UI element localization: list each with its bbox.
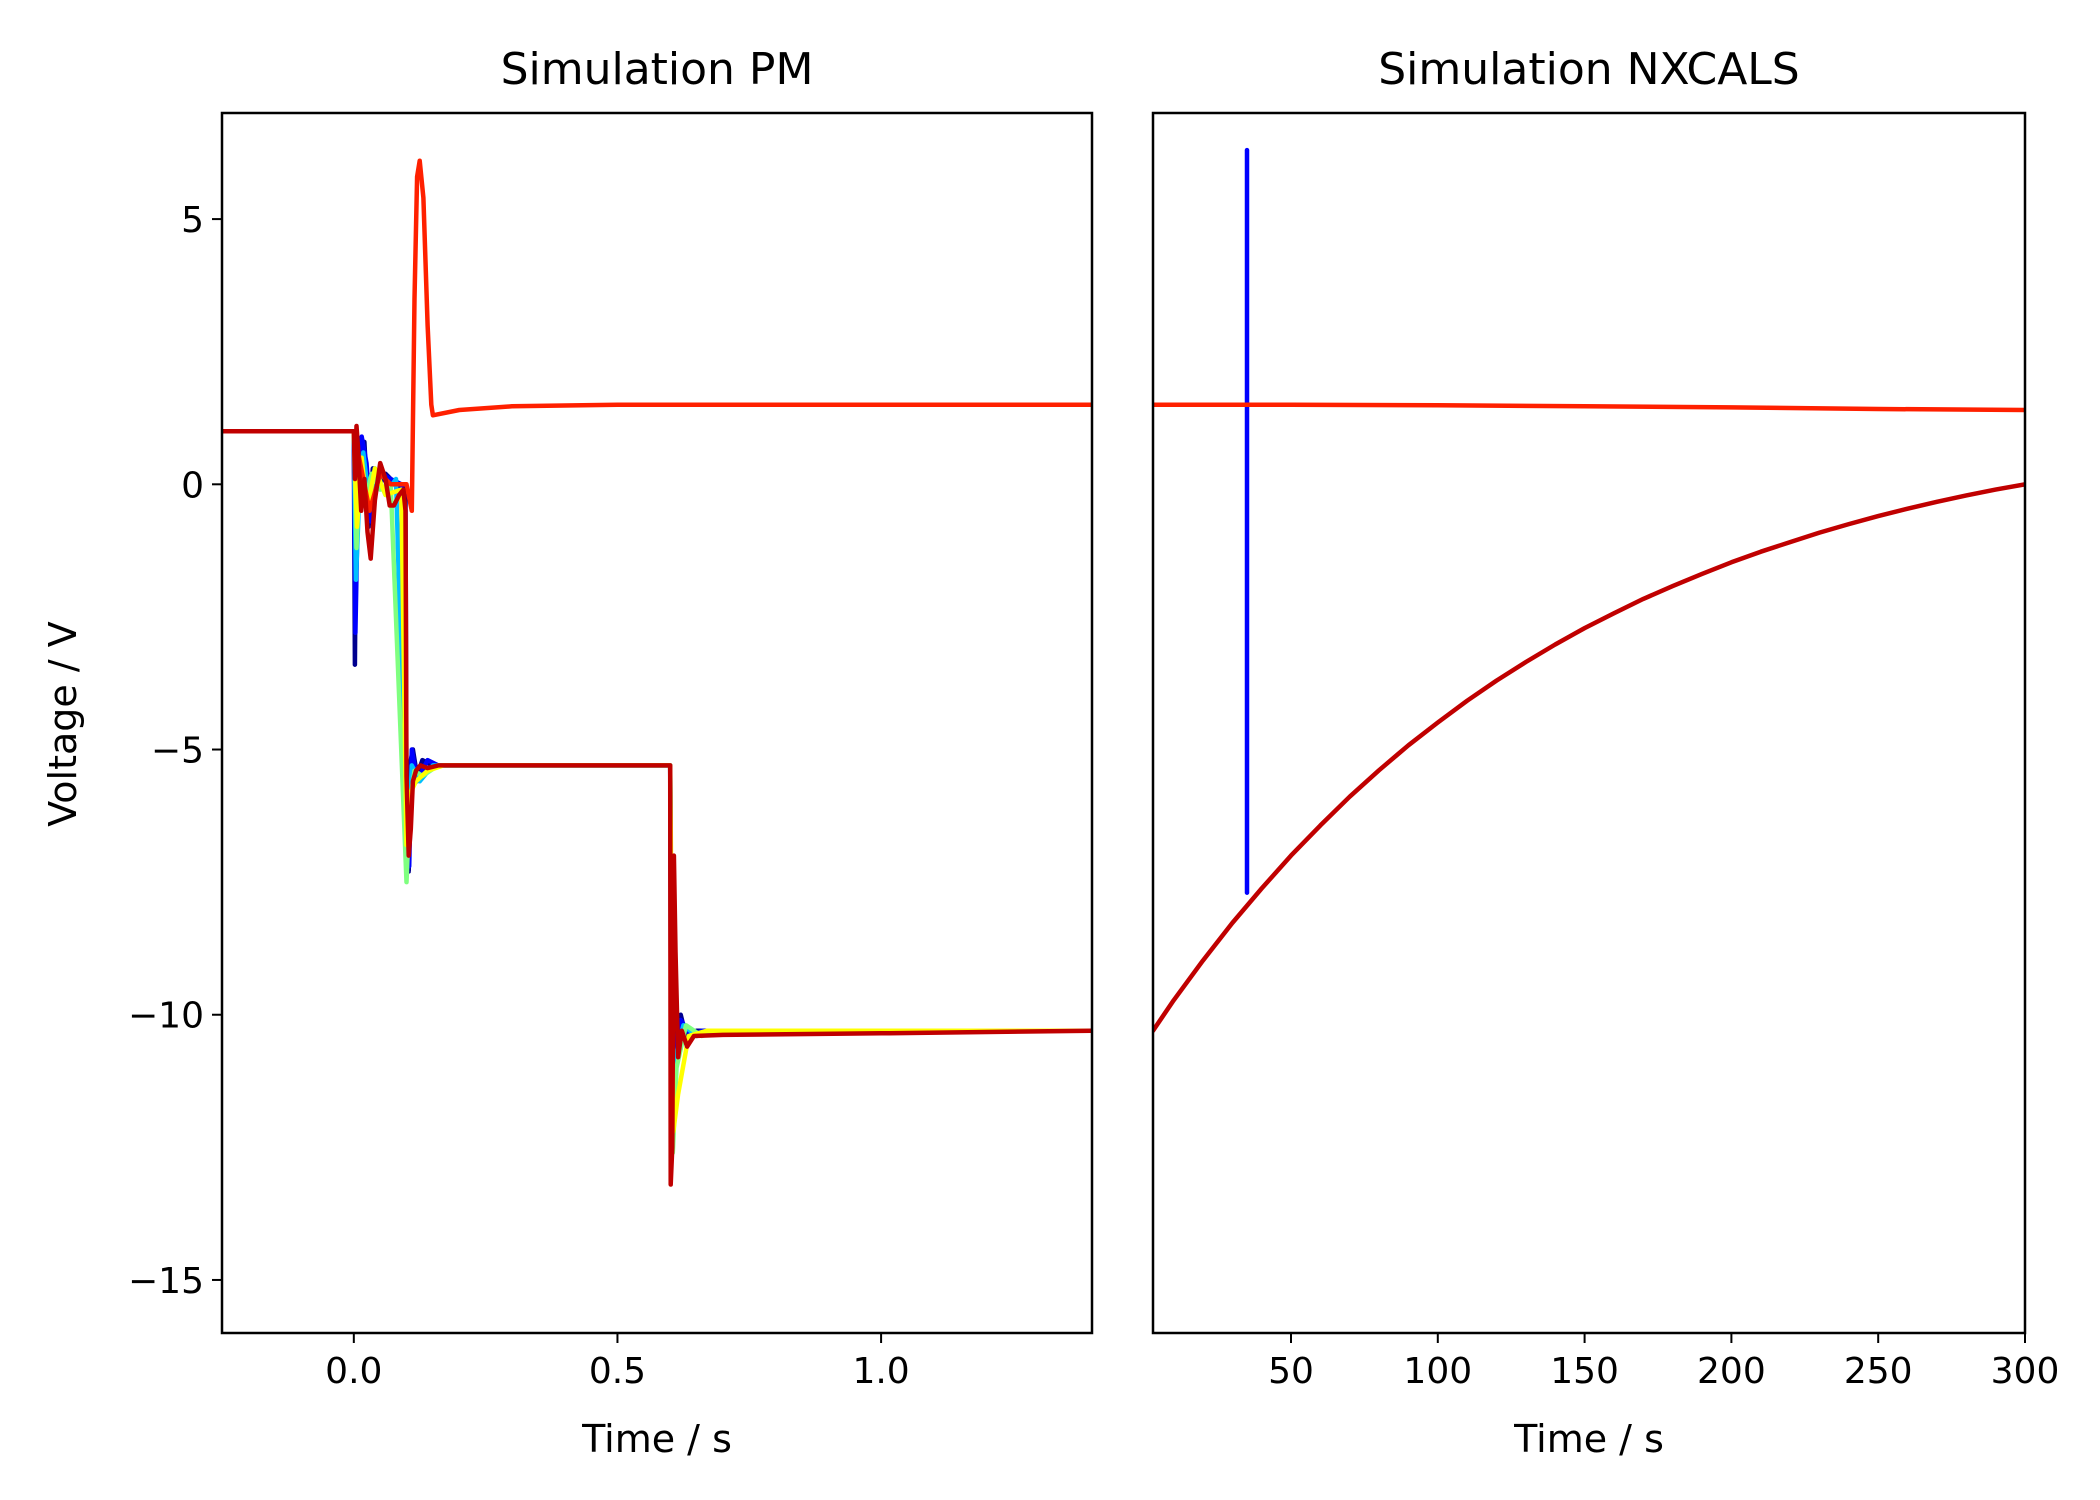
chart-panel-nxcals: Simulation NXCALS Time / s 50 100 150 200 25… [1151,44,2059,1461]
x-tick-label: 0.0 [325,1351,382,1392]
series-lines [1153,147,2025,1033]
axis-ticks: 0.0 0.5 1.0 −15 −10 −5 0 5 [128,200,910,1392]
x-tick-label: 300 [1991,1351,2060,1392]
y-tick-label: −10 [128,996,204,1037]
series-line-7 [222,423,1092,1187]
x-axis-label: Time / s [581,1417,732,1461]
x-tick-label: 1.0 [852,1351,909,1392]
series-line-3 [1153,482,2025,1033]
x-axis-label: Time / s [1513,1417,1664,1461]
x-tick-label: 100 [1403,1351,1472,1392]
chart-title: Simulation PM [501,44,814,95]
y-axis-label: Voltage / V [41,621,85,827]
series-lines [222,158,1092,1187]
y-tick-label: −15 [128,1261,204,1302]
series-line-2 [1153,402,2025,413]
y-tick-label: 5 [181,200,204,241]
chart-title: Simulation NXCALS [1378,44,1799,95]
y-tick-label: 0 [181,465,204,506]
plot-frame [220,111,1094,1335]
x-tick-label: 200 [1697,1351,1766,1392]
series-line-6 [222,158,1092,514]
y-tick-label: −5 [151,731,204,772]
x-tick-label: 250 [1844,1351,1913,1392]
axis-ticks: 50 100 150 200 250 300 [1268,1333,2059,1392]
x-tick-label: 50 [1268,1351,1314,1392]
chart-panel-pm: Simulation PM Voltage / V Time / s 0.0 0.… [41,44,1094,1461]
plot-frame [1151,111,2027,1335]
x-tick-label: 0.5 [589,1351,646,1392]
x-tick-label: 150 [1550,1351,1619,1392]
